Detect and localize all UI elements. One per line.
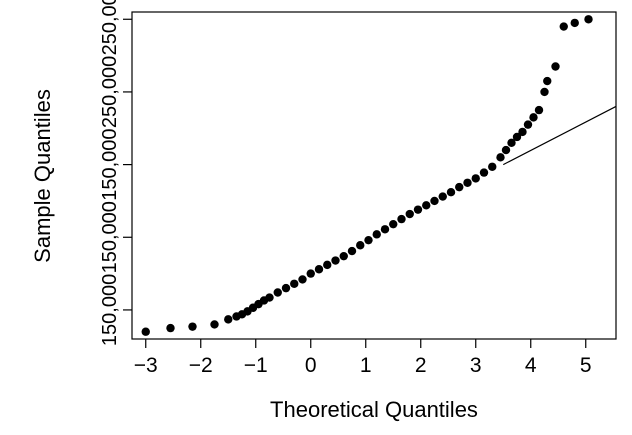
data-point (166, 323, 175, 333)
data-point (455, 182, 464, 192)
points-layer (141, 15, 593, 336)
x-tick-label: 0 (305, 354, 317, 377)
data-point (389, 219, 398, 229)
data-point (523, 120, 533, 129)
data-point (265, 293, 274, 302)
x-tick-label: 3 (470, 354, 482, 377)
data-point (273, 288, 282, 297)
data-point (512, 132, 522, 142)
x-tick-label: 4 (525, 354, 537, 377)
data-point (372, 230, 381, 239)
x-axis: −3 −2 −1 0 1 2 3 4 5 (134, 339, 592, 377)
data-point (501, 145, 511, 155)
data-point (290, 279, 299, 288)
reference-line-layer (502, 105, 617, 166)
data-point (141, 327, 150, 336)
x-tick-label: 5 (580, 354, 592, 377)
data-point (488, 162, 497, 171)
x-tick-label: 1 (360, 354, 372, 377)
x-tick-label: 2 (415, 354, 427, 377)
plot-frame (131, 11, 617, 340)
y-axis-label: Sample Quantiles (30, 89, 55, 263)
data-point (188, 322, 197, 331)
data-point (306, 269, 315, 278)
data-point (347, 246, 357, 256)
data-point (543, 76, 552, 86)
data-point (438, 192, 447, 201)
data-point (281, 283, 291, 293)
y-tick-label: 150,000 (99, 274, 121, 346)
y-tick-label: 250,000 (99, 56, 121, 128)
y-tick-label: 150,000 (99, 201, 121, 273)
x-tick-label: −1 (244, 354, 268, 377)
data-point (331, 256, 340, 265)
data-point (507, 138, 516, 147)
data-point (529, 113, 538, 122)
data-point (364, 235, 373, 245)
x-tick-label: −2 (189, 354, 213, 377)
qq-reference-line (502, 105, 617, 166)
y-tick-label: 250,000 (99, 0, 121, 55)
data-point (224, 315, 233, 324)
data-point (570, 18, 579, 28)
data-point (559, 22, 568, 31)
data-point (380, 225, 390, 234)
data-point (356, 241, 365, 250)
data-point (584, 15, 593, 24)
data-point (534, 105, 544, 115)
x-axis-label: Theoretical Quantiles (270, 397, 478, 422)
data-point (405, 209, 414, 219)
data-point (298, 275, 307, 284)
data-point (540, 87, 549, 97)
data-point (339, 251, 348, 261)
data-point (323, 260, 332, 270)
data-point (518, 127, 527, 137)
x-tick-label: −3 (134, 354, 158, 377)
data-point (471, 174, 480, 183)
data-point (496, 153, 505, 162)
y-tick-label: 150,000 (99, 128, 121, 200)
data-point (413, 205, 423, 214)
data-point (210, 320, 219, 329)
data-point (551, 62, 560, 71)
data-point (314, 265, 324, 274)
data-point (463, 178, 472, 187)
data-point (446, 188, 456, 197)
data-point (479, 168, 489, 177)
data-point (422, 201, 431, 210)
data-point (430, 196, 439, 206)
data-point (397, 214, 406, 224)
